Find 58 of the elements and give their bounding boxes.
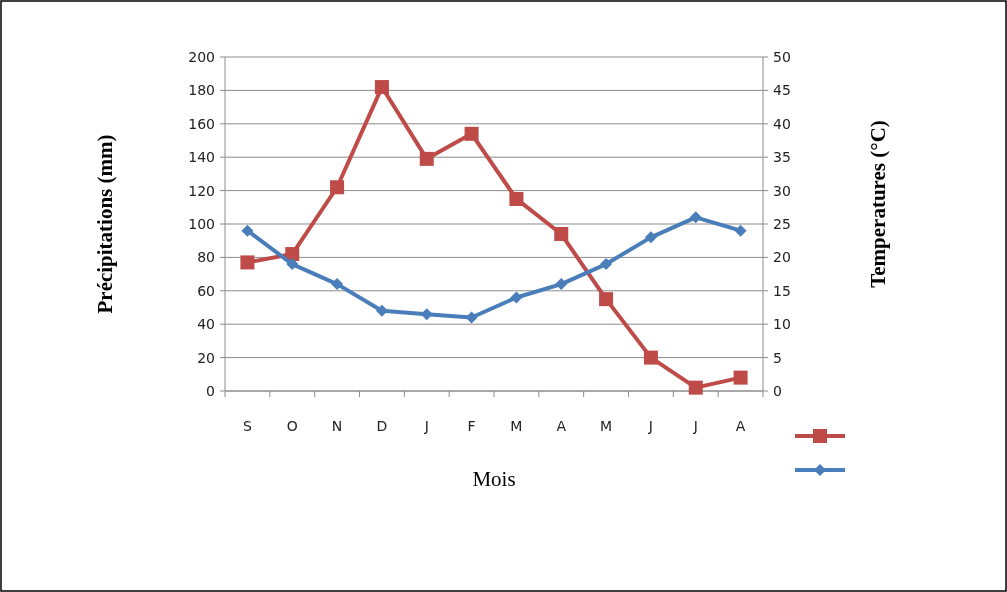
point [464,126,479,141]
y-tick-label: 140 [188,149,215,166]
y2-tick-label: 15 [773,282,791,299]
y2-tick-label: 5 [773,349,782,366]
point [419,151,434,166]
y-tick-label: 40 [197,316,215,333]
y2-tick-label: 10 [773,316,791,333]
point [240,255,255,270]
x-tick-label: A [556,418,567,434]
x-tick-label: D [376,418,388,434]
x-tick-label: N [331,418,343,434]
y-axis-title: Précipitations (mm) [93,134,117,314]
point [644,231,657,244]
x-tick-label: J [423,418,429,434]
point [330,180,345,195]
point [733,370,748,385]
point [375,304,388,317]
y2-tick-label: 0 [773,382,782,399]
x-tick-label: M [600,418,613,434]
y-tick-label: 60 [197,282,215,299]
y-tick-label: 20 [197,349,215,366]
y2-tick-label: 35 [773,149,791,166]
y-tick-label: 100 [188,215,215,232]
y2-tick-label: 40 [773,115,791,132]
point [510,291,523,304]
y2-tick-label: 45 [773,82,791,99]
point [509,191,524,206]
y-tick-label: 160 [188,115,215,132]
x-tick-label: O [286,418,298,434]
point [734,224,747,237]
point [241,224,254,237]
point [286,258,299,271]
point [688,380,703,395]
x-tick-label: J [692,418,698,434]
y2-tick-label: 20 [773,249,791,266]
y-tick-label: 80 [197,249,215,266]
point [374,80,389,95]
x-axis-title: Mois [472,467,516,491]
x-tick-label: J [647,418,653,434]
y-tick-label: 180 [188,82,215,99]
x-tick-label: F [467,418,476,434]
x-tick-label: M [510,418,523,434]
y2-tick-label: 30 [773,182,791,199]
y2-axis-title: Temperatures (°C) [866,120,890,288]
y2-tick-label: 25 [773,215,791,232]
point [689,211,702,224]
point [555,278,568,291]
point [600,258,613,271]
point [331,278,344,291]
point [643,350,658,365]
y-tick-label: 200 [188,48,215,65]
x-tick-label: S [242,418,252,434]
y-tick-label: 0 [206,382,215,399]
y-tick-label: 120 [188,182,215,199]
y2-tick-label: 50 [773,48,791,65]
x-tick-label: A [735,418,746,434]
point [554,227,569,242]
point [599,292,614,307]
